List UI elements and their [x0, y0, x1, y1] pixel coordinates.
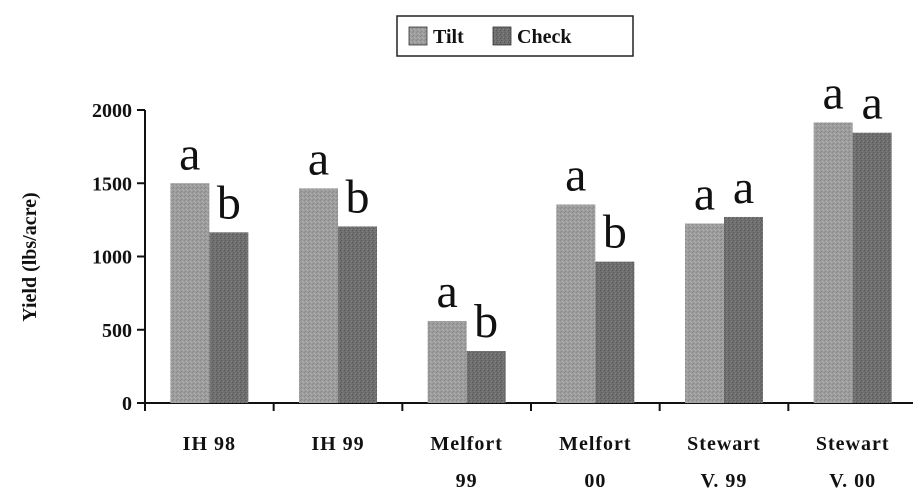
bar-tilt: [427, 320, 467, 403]
bar-check: [852, 132, 892, 403]
bar-tilt: [170, 183, 210, 403]
x-category-label: 00: [584, 470, 606, 492]
x-category-label: 99: [456, 470, 478, 492]
y-tick-label: 2000: [92, 100, 132, 122]
x-category-label: Melfort: [559, 433, 632, 455]
significance-letter: b: [217, 176, 241, 229]
bar-check: [466, 350, 506, 403]
x-category-label: V. 99: [701, 470, 748, 492]
y-tick-label: 1500: [92, 173, 132, 195]
significance-letter: a: [733, 161, 754, 214]
bar-check: [595, 261, 635, 403]
significance-letter: b: [603, 206, 627, 259]
x-category-label: Stewart: [816, 433, 890, 455]
y-axis-title: Yield (lbs/acre): [19, 192, 41, 321]
significance-letter: b: [346, 170, 370, 223]
bar-check: [724, 216, 763, 403]
legend-label-check: Check: [517, 26, 572, 48]
significance-letter: b: [474, 295, 498, 348]
y-tick-label: 0: [122, 393, 132, 415]
significance-letter: a: [308, 132, 329, 185]
bar-check: [209, 232, 249, 403]
bar-check: [338, 226, 377, 403]
bar-tilt: [813, 122, 853, 403]
x-category-label: Melfort: [430, 433, 503, 455]
legend: Tilt Check: [396, 15, 634, 57]
x-category-label: Stewart: [687, 433, 761, 455]
x-category-label: V. 00: [829, 470, 876, 492]
x-category-label: IH 99: [311, 433, 364, 455]
legend-label-tilt: Tilt: [433, 26, 464, 48]
y-tick-label: 1000: [92, 247, 132, 269]
legend-swatch-check: [492, 26, 512, 46]
significance-letter: a: [694, 168, 715, 221]
legend-box: [396, 15, 634, 57]
significance-letter: a: [823, 66, 844, 119]
bar-tilt: [556, 204, 596, 403]
y-tick-label: 500: [102, 320, 132, 342]
significance-letter: a: [437, 265, 458, 318]
significance-letter: a: [179, 127, 200, 180]
bar-tilt: [299, 188, 338, 403]
x-category-label: IH 98: [183, 433, 236, 455]
bar-tilt: [685, 223, 724, 403]
significance-letter: a: [565, 148, 586, 201]
legend-swatch-tilt: [408, 26, 428, 46]
significance-letter: a: [862, 77, 883, 130]
